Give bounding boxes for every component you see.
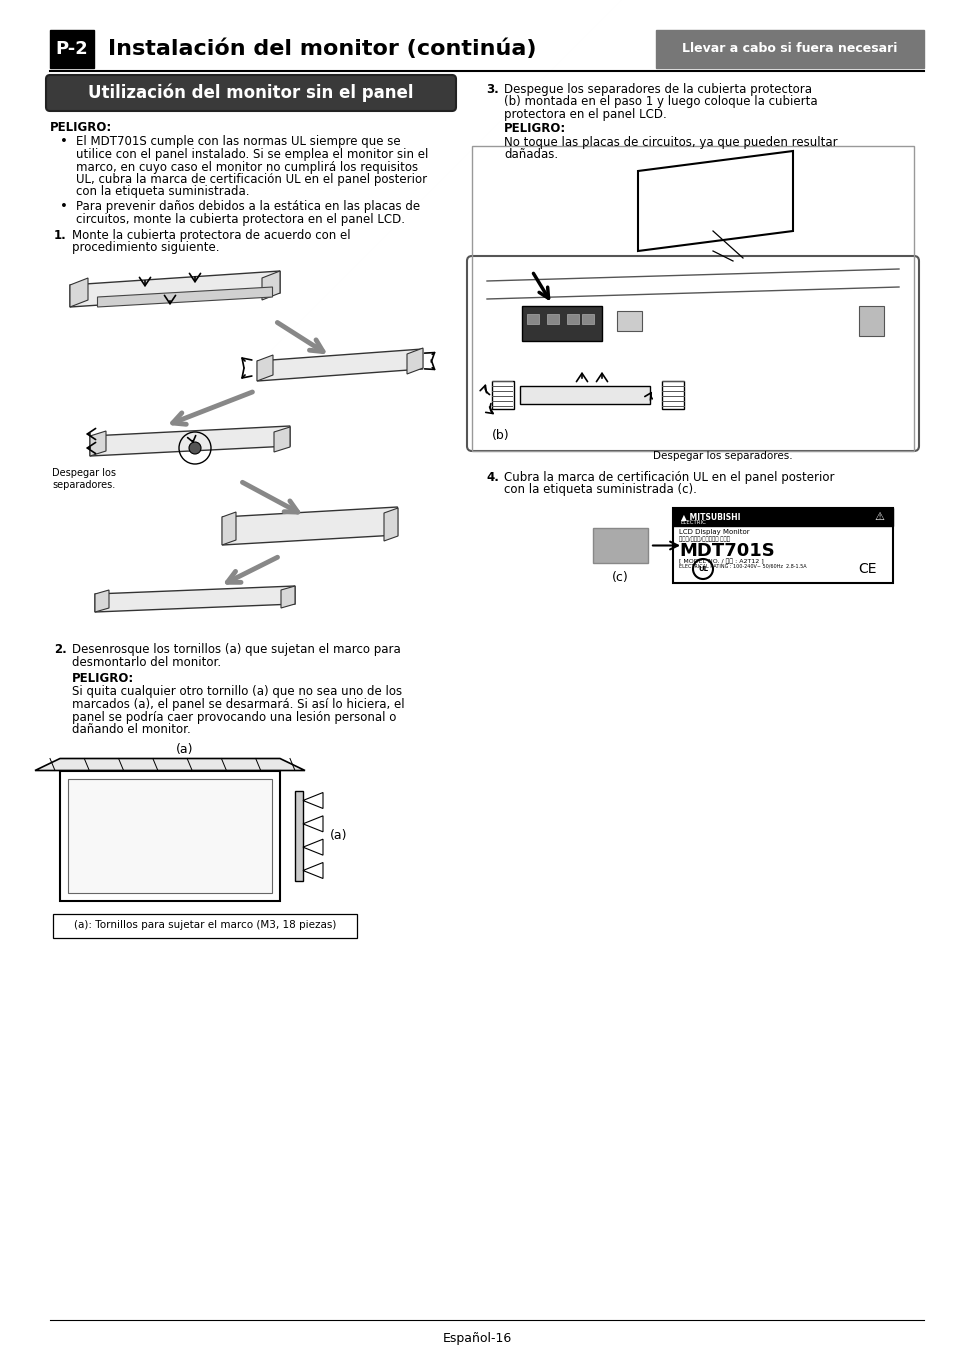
FancyBboxPatch shape [294,791,303,880]
FancyBboxPatch shape [672,508,892,526]
Text: Instalación del monitor (continúa): Instalación del monitor (continúa) [108,39,536,59]
Polygon shape [274,427,290,452]
Text: Despegue los separadores de la cubierta protectora: Despegue los separadores de la cubierta … [503,82,811,96]
FancyBboxPatch shape [546,315,558,324]
Text: CE: CE [858,562,877,576]
FancyBboxPatch shape [581,315,594,324]
FancyBboxPatch shape [467,256,918,451]
Text: ▲ MITSUBISHI: ▲ MITSUBISHI [680,513,740,521]
Text: Monte la cubierta protectora de acuerdo con el: Monte la cubierta protectora de acuerdo … [71,230,351,242]
FancyBboxPatch shape [53,914,356,937]
Text: desmontarlo del monitor.: desmontarlo del monitor. [71,656,221,668]
Text: Despegar los separadores.: Despegar los separadores. [653,451,792,460]
FancyBboxPatch shape [566,315,578,324]
Text: PELIGRO:: PELIGRO: [503,123,566,135]
Text: Cubra la marca de certificación UL en el panel posterior: Cubra la marca de certificación UL en el… [503,471,834,485]
Text: (a): (a) [176,744,193,756]
Text: (b): (b) [492,429,509,443]
Text: P-2: P-2 [55,40,89,58]
Polygon shape [70,278,88,306]
Text: •: • [60,135,68,148]
Polygon shape [638,151,792,251]
Polygon shape [90,427,290,456]
Text: con la etiqueta suministrada (c).: con la etiqueta suministrada (c). [503,483,696,497]
FancyBboxPatch shape [68,779,272,892]
FancyBboxPatch shape [50,30,94,68]
Polygon shape [70,271,280,306]
Polygon shape [35,759,305,771]
FancyBboxPatch shape [672,508,892,583]
Text: (a): (a) [330,829,347,842]
Polygon shape [95,590,109,612]
Polygon shape [256,355,273,381]
Text: 显示器/顯示器/디스플레이 모니터: 显示器/顯示器/디스플레이 모니터 [679,536,729,541]
Text: Español-16: Español-16 [442,1332,511,1345]
Text: 1.: 1. [54,230,67,242]
Circle shape [189,441,201,454]
Polygon shape [95,586,294,612]
FancyBboxPatch shape [593,528,647,563]
Text: MDT701S: MDT701S [679,541,774,560]
Text: panel se podría caer provocando una lesión personal o: panel se podría caer provocando una lesi… [71,710,395,724]
Text: procedimiento siguiente.: procedimiento siguiente. [71,242,219,255]
Polygon shape [222,512,235,545]
Text: marco, en cuyo caso el monitor no cumplirá los requisitos: marco, en cuyo caso el monitor no cumpli… [76,161,417,174]
Text: dañadas.: dañadas. [503,148,558,162]
Text: con la etiqueta suministrada.: con la etiqueta suministrada. [76,185,250,198]
Polygon shape [90,431,106,456]
Text: No toque las placas de circuitos, ya que pueden resultar: No toque las placas de circuitos, ya que… [503,136,837,148]
FancyBboxPatch shape [858,306,883,336]
FancyBboxPatch shape [526,315,538,324]
Polygon shape [384,508,397,541]
FancyBboxPatch shape [521,306,601,342]
Text: LCD Display Monitor: LCD Display Monitor [679,529,749,535]
Text: ⚠: ⚠ [873,512,883,522]
FancyBboxPatch shape [656,30,923,68]
Text: ELECTRICAL RATING : 100-240V~ 50/60Hz  2.8-1.5A: ELECTRICAL RATING : 100-240V~ 50/60Hz 2.… [679,564,806,568]
Polygon shape [97,288,273,306]
Polygon shape [407,348,422,374]
Text: •: • [60,200,68,213]
Text: PELIGRO:: PELIGRO: [50,122,112,134]
Text: [ MODEL NO. / 型番 : A2T12 ]: [ MODEL NO. / 型番 : A2T12 ] [679,558,763,563]
FancyBboxPatch shape [60,771,280,900]
Text: El MDT701S cumple con las normas UL siempre que se: El MDT701S cumple con las normas UL siem… [76,135,400,148]
Text: ELECTRIC: ELECTRIC [680,521,706,525]
Polygon shape [257,350,422,381]
FancyBboxPatch shape [46,76,456,111]
Text: 3.: 3. [485,82,498,96]
FancyBboxPatch shape [519,386,649,404]
Text: PELIGRO:: PELIGRO: [71,672,134,684]
Text: Si quita cualquier otro tornillo (a) que no sea uno de los: Si quita cualquier otro tornillo (a) que… [71,686,402,698]
Text: Despegar los
separadores.: Despegar los separadores. [52,468,116,490]
Text: Llevar a cabo si fuera necesari: Llevar a cabo si fuera necesari [681,42,897,55]
Text: utilice con el panel instalado. Si se emplea el monitor sin el: utilice con el panel instalado. Si se em… [76,148,428,161]
Text: UL, cubra la marca de certificación UL en el panel posterior: UL, cubra la marca de certificación UL e… [76,173,427,186]
Text: 2.: 2. [54,643,67,656]
Text: circuitos, monte la cubierta protectora en el panel LCD.: circuitos, monte la cubierta protectora … [76,212,405,225]
Text: marcados (a), el panel se desarmará. Si así lo hiciera, el: marcados (a), el panel se desarmará. Si … [71,698,404,711]
Text: Utilización del monitor sin el panel: Utilización del monitor sin el panel [89,84,414,103]
Text: (b) montada en el paso 1 y luego coloque la cubierta: (b) montada en el paso 1 y luego coloque… [503,96,817,108]
Text: protectora en el panel LCD.: protectora en el panel LCD. [503,108,666,122]
Text: (a): Tornillos para sujetar el marco (M3, 18 piezas): (a): Tornillos para sujetar el marco (M3… [73,921,335,930]
Text: Para prevenir daños debidos a la estática en las placas de: Para prevenir daños debidos a la estátic… [76,200,419,213]
Text: dañando el monitor.: dañando el monitor. [71,724,191,736]
Text: (c): (c) [612,571,628,585]
Text: UL: UL [698,566,707,572]
Polygon shape [281,586,294,608]
Text: 4.: 4. [485,471,498,485]
Polygon shape [222,508,397,545]
Text: Desenrosque los tornillos (a) que sujetan el marco para: Desenrosque los tornillos (a) que sujeta… [71,643,400,656]
Polygon shape [262,271,280,300]
FancyBboxPatch shape [617,310,641,331]
